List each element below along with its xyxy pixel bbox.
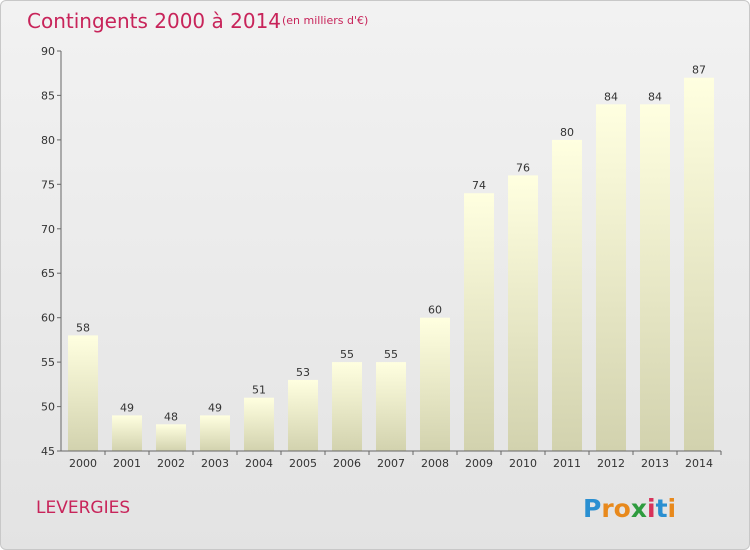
data-label: 53	[296, 366, 310, 379]
x-tick-label: 2001	[113, 457, 141, 470]
y-tick-label: 90	[41, 45, 55, 58]
data-label: 84	[604, 90, 618, 103]
commune-name: LEVERGIES	[36, 498, 130, 518]
y-tick-label: 65	[41, 267, 55, 280]
data-label: 80	[560, 126, 574, 139]
x-tick-label: 2014	[685, 457, 713, 470]
bar	[552, 139, 582, 451]
bars-group: 58 49 48 49 51 53 55 55 60 74 76 80 84 84 87	[68, 64, 714, 452]
data-label: 84	[648, 90, 662, 103]
data-label: 58	[76, 321, 90, 334]
x-tick-label: 2011	[553, 457, 581, 470]
data-label: 55	[340, 348, 354, 361]
proxiti-logo: Proxiti	[583, 494, 676, 523]
chart-unit: (en milliers d'€)	[282, 14, 368, 27]
y-tick-label: 60	[41, 312, 55, 325]
y-tick-label: 55	[41, 356, 55, 369]
bar	[420, 317, 450, 451]
bar	[376, 362, 406, 451]
y-tick-label: 50	[41, 401, 55, 414]
bar	[112, 415, 142, 451]
y-tick-label: 70	[41, 223, 55, 236]
data-label: 49	[120, 401, 134, 414]
axes-group: 2000 2001 2002 2003 2004 2005 2006 2007 2008 2009…	[41, 45, 722, 470]
bar	[464, 193, 494, 451]
x-tick-label: 2003	[201, 457, 229, 470]
logo-letter: x	[631, 494, 647, 523]
data-label: 87	[692, 64, 706, 77]
bar	[332, 362, 362, 451]
logo-letter: o	[614, 494, 631, 523]
bar	[156, 424, 186, 451]
data-label: 49	[208, 401, 222, 414]
logo-letter: r	[601, 494, 614, 523]
y-tick-label: 80	[41, 134, 55, 147]
x-tick-label: 2005	[289, 457, 317, 470]
x-tick-label: 2006	[333, 457, 361, 470]
logo-letter: i	[668, 494, 677, 523]
bar	[596, 104, 626, 452]
logo-letter: i	[647, 494, 656, 523]
bar	[508, 175, 538, 451]
x-tick-label: 2008	[421, 457, 449, 470]
data-label: 74	[472, 179, 486, 192]
logo-letter: t	[656, 494, 668, 523]
x-tick-label: 2000	[69, 457, 97, 470]
data-label: 60	[428, 304, 442, 317]
data-label: 76	[516, 161, 530, 174]
y-tick-label: 85	[41, 89, 55, 102]
data-label: 55	[384, 348, 398, 361]
x-tick-label: 2002	[157, 457, 185, 470]
logo-letter: P	[583, 494, 601, 523]
bar	[244, 397, 274, 451]
chart-title: Contingents 2000 à 2014	[27, 9, 281, 33]
x-tick-label: 2009	[465, 457, 493, 470]
x-tick-label: 2012	[597, 457, 625, 470]
x-tick-label: 2013	[641, 457, 669, 470]
x-tick-label: 2004	[245, 457, 273, 470]
data-label: 48	[164, 410, 178, 423]
x-tick-label: 2010	[509, 457, 537, 470]
y-tick-label: 45	[41, 445, 55, 458]
y-tick-label: 75	[41, 178, 55, 191]
bar	[640, 104, 670, 452]
data-label: 51	[252, 384, 266, 397]
x-tick-label: 2007	[377, 457, 405, 470]
bar	[288, 379, 318, 451]
bar	[684, 77, 714, 451]
bar	[200, 415, 230, 451]
bar	[68, 335, 98, 451]
